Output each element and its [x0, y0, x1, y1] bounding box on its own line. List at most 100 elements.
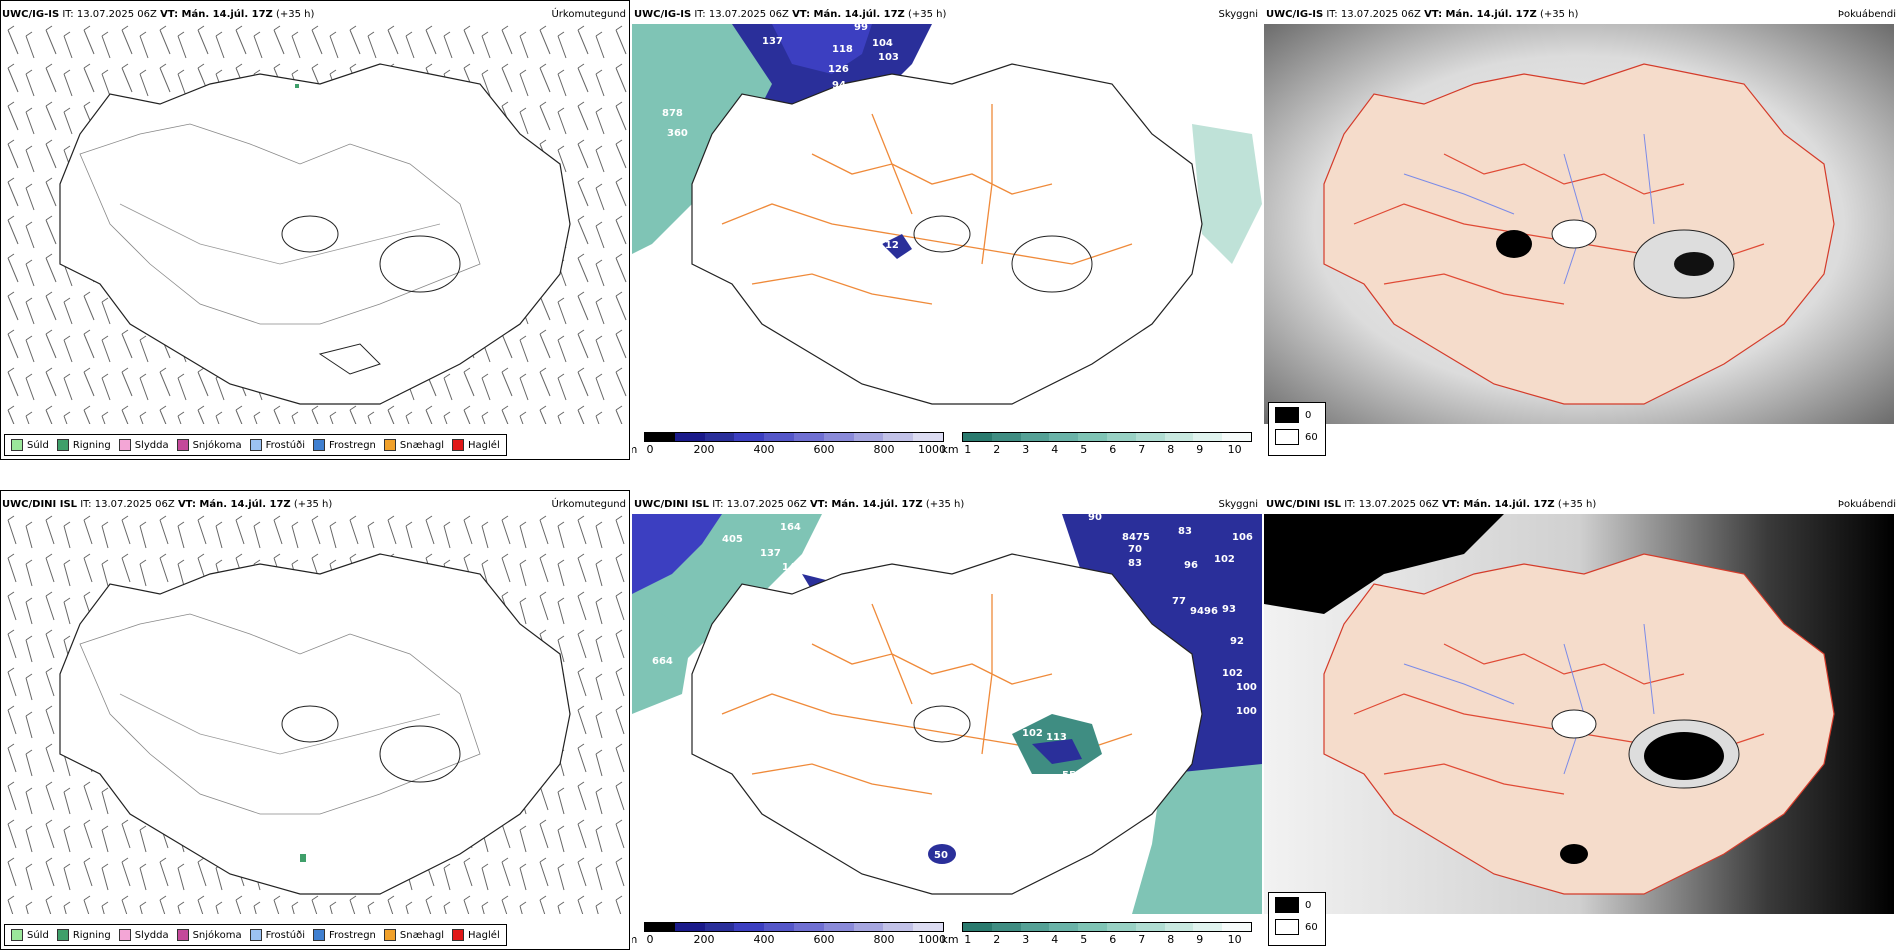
scale-tick: 0: [646, 443, 654, 456]
panel-header: UWC/DINI ISL IT: 13.07.2025 06Z VT: Mán.…: [2, 498, 628, 512]
scale-tick: 4: [1051, 443, 1059, 456]
legend-swatch: [1275, 897, 1299, 913]
visibility-value: 55: [1062, 770, 1076, 781]
visibility-value: 83: [1178, 526, 1192, 537]
visibility-value: 118: [804, 118, 825, 129]
scale-tick: 10: [1227, 443, 1242, 456]
scale-tick: 400: [753, 443, 775, 456]
legend-label: 60: [1305, 921, 1318, 933]
legend-item: Haglél: [452, 439, 500, 451]
legend-item: Frostúði: [249, 439, 305, 451]
visibility-value: 118: [832, 44, 853, 55]
scale-tick: 800: [873, 933, 895, 946]
scale-tick: 1: [964, 933, 972, 946]
visibility-value: 126: [828, 64, 849, 75]
visibility-value: 104: [872, 38, 893, 49]
scale-tick: 7: [1138, 933, 1146, 946]
visibility-value: 664: [652, 656, 673, 667]
panel-precip-type-bottom: UWC/DINI ISL IT: 13.07.2025 06Z VT: Mán.…: [0, 490, 630, 950]
lead-time: (+35 h): [293, 499, 333, 510]
map-svg: 164 405 137 143 123 664 90 8475 70 83 83…: [632, 514, 1262, 914]
lead-time: (+35 h): [925, 499, 965, 510]
visibility-scale-m: m 0 200 400 600 800 1000: [632, 432, 946, 456]
legend-swatch: [11, 929, 23, 941]
valid-time: VT: Mán. 14.júl. 17Z: [160, 9, 273, 20]
legend-swatch: [313, 439, 325, 451]
visibility-value: 96: [1204, 606, 1218, 617]
scale-tick: 2: [993, 443, 1001, 456]
legend-item: Súld: [11, 929, 49, 941]
legend-item: Snæhagl: [383, 439, 445, 451]
visibility-value: 93: [1222, 604, 1236, 615]
init-time: IT: 13.07.2025 06Z: [712, 499, 807, 510]
visibility-value: 131: [808, 98, 829, 109]
model-label: UWC/IG-IS: [2, 9, 60, 20]
fog-legend: 0 60: [1268, 892, 1326, 946]
scale-tick: 400: [753, 933, 775, 946]
legend-label: Rigning: [72, 439, 111, 451]
visibility-value: 100: [1236, 682, 1257, 693]
legend-item: Rigning: [56, 439, 111, 451]
panel-visibility-bottom: UWC/DINI ISL IT: 13.07.2025 06Z VT: Mán.…: [632, 490, 1262, 950]
fog-legend-row: 60: [1275, 919, 1319, 935]
visibility-value: 8475: [1122, 532, 1150, 543]
visibility-value: 75: [822, 128, 836, 139]
legend-swatch: [452, 439, 465, 451]
legend-item: Snjókoma: [176, 439, 242, 451]
legend-label: Snæhagl: [399, 439, 445, 451]
legend-item: Frostregn: [313, 439, 376, 451]
scale-tick: 3: [1022, 933, 1030, 946]
panel-fog-bottom: UWC/DINI ISL IT: 13.07.2025 06Z VT: Mán.…: [1264, 490, 1900, 950]
scale-tick: 9: [1196, 933, 1204, 946]
valid-time: VT: Mán. 14.júl. 17Z: [1424, 9, 1537, 20]
scale-tick: 2: [993, 933, 1001, 946]
init-time: IT: 13.07.2025 06Z: [694, 9, 789, 20]
map-svg: [0, 24, 630, 424]
visibility-value: 102: [1022, 728, 1043, 739]
visibility-value: 164: [780, 522, 801, 533]
legend-label: 0: [1305, 899, 1312, 911]
scale-tick: 8: [1167, 443, 1175, 456]
map-svg: [0, 514, 630, 914]
visibility-value: 102: [1214, 554, 1235, 565]
legend-item: Snjókoma: [176, 929, 242, 941]
field-title: Þokuábendi: [1837, 9, 1896, 20]
legend-label: Snæhagl: [399, 929, 445, 941]
legend-item: Snæhagl: [383, 929, 445, 941]
legend-label: Frostúði: [265, 929, 305, 941]
legend-swatch: [176, 929, 189, 941]
lead-time: (+35 h): [275, 9, 315, 20]
panel-header: UWC/IG-IS IT: 13.07.2025 06Z VT: Mán. 14…: [1266, 8, 1898, 22]
scale-tick: 3: [1022, 443, 1030, 456]
lead-time: (+35 h): [1539, 9, 1579, 20]
fog-legend-row: 0: [1275, 897, 1319, 913]
map-visibility: 878 360 137 99 104 103 118 126 94 131 11…: [632, 24, 1262, 460]
scale-tick: 600: [813, 443, 835, 456]
visibility-value: 143: [782, 562, 803, 573]
visibility-value: 102: [1222, 668, 1243, 679]
legend-label: Slydda: [134, 439, 169, 451]
legend-label: Frostregn: [329, 439, 376, 451]
field-title: Þokuábendi: [1837, 499, 1896, 510]
precip-type-legend: Súld Rigning Slydda Snjókoma Frostúði Fr…: [4, 924, 507, 946]
visibility-value: 137: [762, 36, 783, 47]
legend-label: Frostúði: [265, 439, 305, 451]
legend-label: Haglél: [468, 929, 500, 941]
visibility-value: 137: [760, 548, 781, 559]
visibility-value: 92: [1230, 636, 1244, 647]
panel-header: UWC/IG-IS IT: 13.07.2025 06Z VT: Mán. 14…: [634, 8, 1260, 22]
visibility-value: 100: [1236, 706, 1257, 717]
panel-fog-top: UWC/IG-IS IT: 13.07.2025 06Z VT: Mán. 14…: [1264, 0, 1900, 460]
fog-legend-row: 0: [1275, 407, 1319, 423]
legend-swatch: [383, 929, 396, 941]
precip-type-legend: Súld Rigning Slydda Snjókoma Frostúði Fr…: [4, 434, 507, 456]
map-svg: [1264, 24, 1894, 424]
visibility-value: 96: [1184, 560, 1198, 571]
legend-swatch: [56, 439, 69, 451]
legend-label: 0: [1305, 409, 1312, 421]
scale-unit: km: [941, 443, 959, 456]
legend-swatch: [249, 439, 262, 451]
scale-tick: 5: [1080, 933, 1088, 946]
field-title: Úrkomutegund: [551, 9, 626, 20]
scale-tick: 800: [873, 443, 895, 456]
